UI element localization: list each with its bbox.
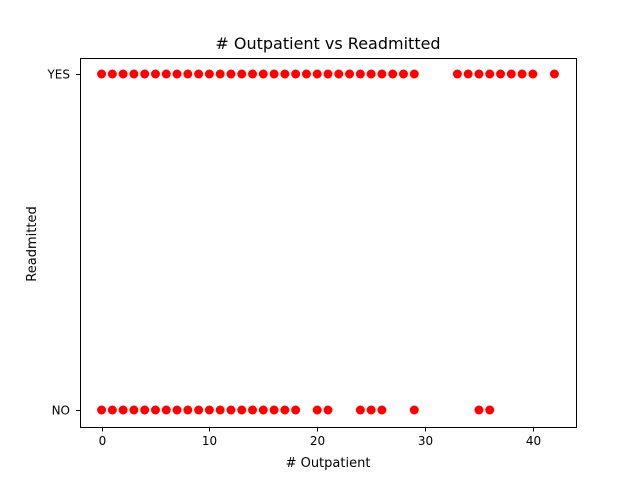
data-point <box>97 69 107 79</box>
data-point <box>258 69 268 79</box>
data-point <box>291 405 301 415</box>
y-tick-label: NO <box>52 404 70 418</box>
plot-frame <box>80 58 577 428</box>
x-tick-label: 40 <box>526 434 541 448</box>
data-point <box>334 69 344 79</box>
data-point <box>377 69 387 79</box>
data-points <box>97 69 559 415</box>
data-point <box>355 405 365 415</box>
data-point <box>248 69 258 79</box>
data-point <box>258 405 268 415</box>
data-point <box>355 69 365 79</box>
data-point <box>312 405 322 415</box>
data-point <box>194 69 204 79</box>
data-point <box>474 69 484 79</box>
data-point <box>269 405 279 415</box>
data-point <box>549 69 559 79</box>
data-point <box>226 405 236 415</box>
data-point <box>215 405 225 415</box>
data-point <box>194 405 204 415</box>
data-point <box>140 69 150 79</box>
data-point <box>118 405 128 415</box>
data-point <box>312 69 322 79</box>
data-point <box>183 405 193 415</box>
data-point <box>118 69 128 79</box>
data-point <box>366 69 376 79</box>
data-point <box>107 69 117 79</box>
x-tick-label: 10 <box>202 434 217 448</box>
x-tick-label: 20 <box>310 434 325 448</box>
data-point <box>496 69 506 79</box>
data-point <box>409 69 419 79</box>
data-point <box>323 405 333 415</box>
data-point <box>215 69 225 79</box>
x-tick-label: 0 <box>99 434 107 448</box>
data-point <box>388 69 398 79</box>
data-point <box>452 69 462 79</box>
data-point <box>183 69 193 79</box>
x-tick-label: 30 <box>418 434 433 448</box>
data-point <box>150 405 160 415</box>
data-point <box>204 405 214 415</box>
data-point <box>172 405 182 415</box>
data-point <box>528 69 538 79</box>
data-point <box>377 405 387 415</box>
data-point <box>237 405 247 415</box>
data-point <box>140 405 150 415</box>
data-point <box>269 69 279 79</box>
data-point <box>301 69 311 79</box>
data-point <box>107 405 117 415</box>
data-point <box>463 69 473 79</box>
data-point <box>226 69 236 79</box>
data-point <box>323 69 333 79</box>
data-point <box>204 69 214 79</box>
data-point <box>129 405 139 415</box>
data-point <box>345 69 355 79</box>
data-point <box>150 69 160 79</box>
y-axis-label: Readmitted <box>25 206 40 281</box>
data-point <box>485 405 495 415</box>
x-axis-label: # Outpatient <box>286 456 371 471</box>
data-point <box>172 69 182 79</box>
data-point <box>161 405 171 415</box>
data-point <box>248 405 258 415</box>
data-point <box>474 405 484 415</box>
chart-title: # Outpatient vs Readmitted <box>215 34 440 53</box>
axes: 0 10 20 30 40 NO YES <box>46 58 577 448</box>
data-point <box>517 69 527 79</box>
data-point <box>506 69 516 79</box>
data-point <box>398 69 408 79</box>
data-point <box>409 405 419 415</box>
data-point <box>97 405 107 415</box>
data-point <box>366 405 376 415</box>
data-point <box>129 69 139 79</box>
data-point <box>485 69 495 79</box>
data-point <box>237 69 247 79</box>
data-point <box>291 69 301 79</box>
data-point <box>161 69 171 79</box>
y-tick-label: YES <box>46 68 70 82</box>
data-point <box>280 405 290 415</box>
data-point <box>280 69 290 79</box>
